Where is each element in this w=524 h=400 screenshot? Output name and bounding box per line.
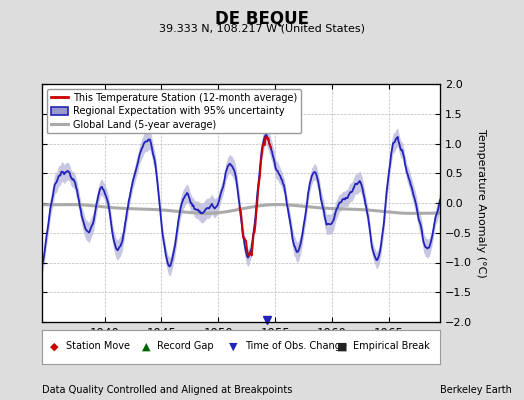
- Text: ▼: ▼: [229, 341, 237, 351]
- Text: 39.333 N, 108.217 W (United States): 39.333 N, 108.217 W (United States): [159, 23, 365, 33]
- Y-axis label: Temperature Anomaly (°C): Temperature Anomaly (°C): [476, 129, 486, 277]
- Text: Data Quality Controlled and Aligned at Breakpoints: Data Quality Controlled and Aligned at B…: [42, 385, 292, 395]
- Text: DE BEQUE: DE BEQUE: [215, 10, 309, 28]
- Text: ◆: ◆: [50, 341, 58, 351]
- Legend: This Temperature Station (12-month average), Regional Expectation with 95% uncer: This Temperature Station (12-month avera…: [47, 89, 301, 134]
- Text: Berkeley Earth: Berkeley Earth: [440, 385, 512, 395]
- Text: Record Gap: Record Gap: [157, 341, 214, 351]
- Text: Time of Obs. Change: Time of Obs. Change: [245, 341, 347, 351]
- Text: Station Move: Station Move: [66, 341, 130, 351]
- Text: ■: ■: [336, 341, 347, 351]
- Text: Empirical Break: Empirical Break: [353, 341, 429, 351]
- Text: ▲: ▲: [141, 341, 150, 351]
